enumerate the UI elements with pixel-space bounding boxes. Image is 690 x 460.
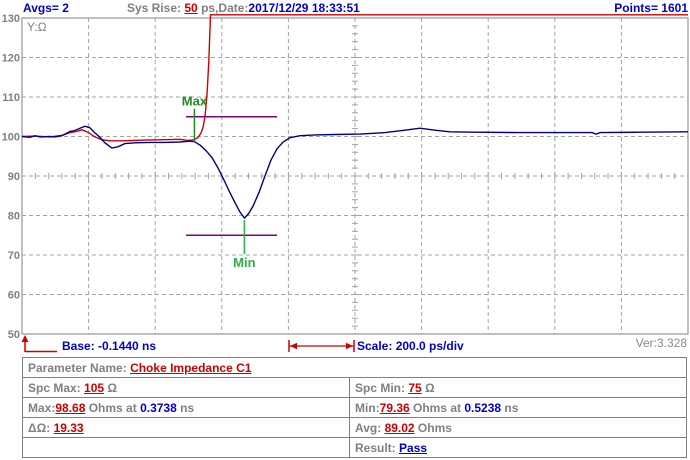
- spc-min-cell: Spc Min: 75 Ω: [349, 377, 687, 398]
- min-result-cell: Min:79.36 Ohms at 0.5238 ns: [349, 397, 687, 418]
- base-readout[interactable]: Base: -0.1440 ns: [62, 339, 157, 353]
- spc-max-cell: Spc Max: 105 Ω: [22, 377, 350, 398]
- version-label: Ver:3.328: [635, 336, 687, 350]
- sys-rise-readout: Sys Rise: 50 ps,Date:2017/12/29 18:33:51: [127, 1, 360, 15]
- parameter-name-cell: Parameter Name: Choke Impedance C1: [22, 357, 687, 378]
- results-table: Parameter Name: Choke Impedance C1 Spc M…: [22, 357, 687, 458]
- delta-ohm-value: 19.33: [53, 420, 84, 435]
- spc-max-unit: Ω: [104, 380, 118, 395]
- avg-cell: Avg: 89.02 Ohms: [349, 417, 687, 438]
- date-value: 2017/12/29 18:33:51: [248, 1, 360, 15]
- max-marker-label: Max: [182, 94, 208, 109]
- sys-rise-label: Sys Rise:: [127, 1, 185, 15]
- result-value: Pass: [399, 440, 428, 455]
- min-value: 79.36: [379, 400, 410, 415]
- y-tick-label: 70: [8, 250, 20, 262]
- max-result-cell: Max:98.68 Ohms at 0.3738 ns: [22, 397, 350, 418]
- max-time-value: 0.3738: [140, 400, 177, 415]
- impedance-trace: [21, 125, 689, 220]
- max-label: Max:: [28, 400, 56, 415]
- y-tick-label: 90: [8, 171, 20, 183]
- points-readout: Points= 1601: [614, 1, 688, 15]
- y-tick-label: 80: [8, 211, 20, 223]
- min-time-value: 0.5238: [464, 400, 502, 415]
- spc-max-value[interactable]: 105: [84, 380, 105, 395]
- table-row: ΔΩ: 19.33 Avg: 89.02 Ohms: [22, 417, 687, 438]
- table-row: Max:98.68 Ohms at 0.3738 ns Min:79.36 Oh…: [22, 397, 687, 418]
- table-row: Parameter Name: Choke Impedance C1: [22, 357, 687, 378]
- y-axis-unit-label: Y:Ω: [27, 20, 47, 34]
- scale-arrow-head-right: [346, 342, 353, 350]
- base-arrow-head: [21, 335, 29, 342]
- table-row: Spc Max: 105 Ω Spc Min: 75 Ω: [22, 377, 687, 398]
- y-tick-label: 110: [2, 92, 20, 104]
- averages-readout: Avgs= 2: [23, 1, 69, 15]
- max-value: 98.68: [55, 400, 86, 415]
- parameter-name-value[interactable]: Choke Impedance C1: [130, 360, 252, 375]
- scale-arrow-head-left: [290, 342, 297, 350]
- rise-reference-trace: [21, 14, 688, 142]
- spc-min-unit: Ω: [421, 380, 435, 395]
- delta-ohm-cell: ΔΩ: 19.33: [22, 417, 350, 438]
- y-tick-label: 100: [2, 132, 20, 144]
- spc-max-label: Spc Max:: [28, 380, 85, 395]
- delta-ohm-label: ΔΩ:: [28, 420, 54, 435]
- date-label: ps,Date:: [197, 1, 249, 15]
- empty-cell: [22, 437, 350, 458]
- min-marker-label: Min: [233, 255, 255, 270]
- impedance-chart[interactable]: Max Min 130 120 110 100 90 80 70 60 50 Y:Ω: [0, 0, 690, 356]
- spc-min-label: Spc Min:: [355, 380, 409, 395]
- y-tick-label: 130: [2, 13, 20, 25]
- avg-label: Avg:: [355, 420, 385, 435]
- table-row: Result: Pass: [22, 437, 687, 458]
- sys-rise-value[interactable]: 50: [184, 1, 198, 15]
- parameter-name-label: Parameter Name:: [28, 360, 131, 375]
- avg-value: 89.02: [384, 420, 415, 435]
- min-label: Min:: [355, 400, 380, 415]
- y-tick-label: 60: [8, 290, 20, 302]
- y-tick-label: 120: [2, 53, 20, 65]
- spc-min-value[interactable]: 75: [408, 380, 422, 395]
- y-tick-label: 50: [8, 329, 20, 341]
- result-cell: Result: Pass: [349, 437, 687, 458]
- result-label: Result:: [355, 440, 400, 455]
- scale-readout[interactable]: Scale: 200.0 ps/div: [357, 339, 464, 353]
